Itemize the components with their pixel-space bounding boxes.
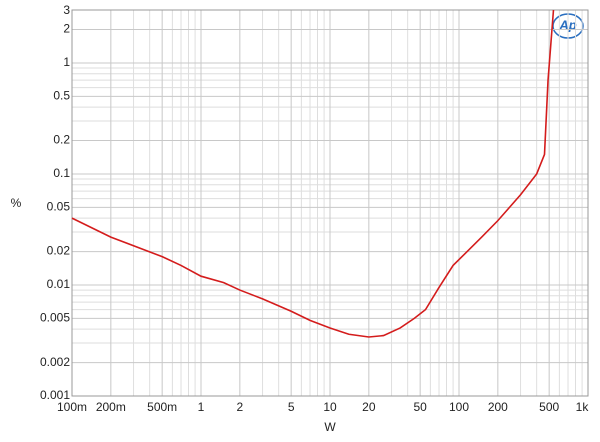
plot-frame [71,9,589,397]
y-tick-label: 0.2 [53,133,70,147]
y-tick-label: 0.05 [47,200,71,214]
x-tick-label: 100 [449,400,469,414]
x-tick-label: 1 [198,400,205,414]
x-tick-label: 2 [236,400,243,414]
y-axis-label: % [11,196,22,210]
x-tick-label: 1k [576,400,590,414]
data-line [71,9,555,338]
y-tick-label: 3 [63,3,70,17]
y-tick-label: 0.005 [40,311,70,325]
x-tick-label: 20 [362,400,376,414]
x-tick-label: 5 [288,400,295,414]
y-tick-label: 0.001 [40,388,70,402]
y-tick-label: 0.02 [47,244,71,258]
y-tick-label: 1 [63,55,70,69]
y-tick-label: 0.01 [47,277,71,291]
x-tick-label: 500m [147,400,177,414]
y-tick-label: 2 [63,22,70,36]
y-tick-label: 0.5 [53,89,70,103]
x-tick-label: 200m [96,400,126,414]
x-tick-label: 200 [488,400,508,414]
x-tick-label: 500 [539,400,559,414]
y-tick-label: 0.002 [40,355,70,369]
x-tick-label: 10 [323,400,337,414]
x-tick-label: 100m [57,400,87,414]
x-tick-label: 50 [413,400,427,414]
y-tick-label: 0.1 [53,166,70,180]
x-axis-label: W [324,420,336,434]
